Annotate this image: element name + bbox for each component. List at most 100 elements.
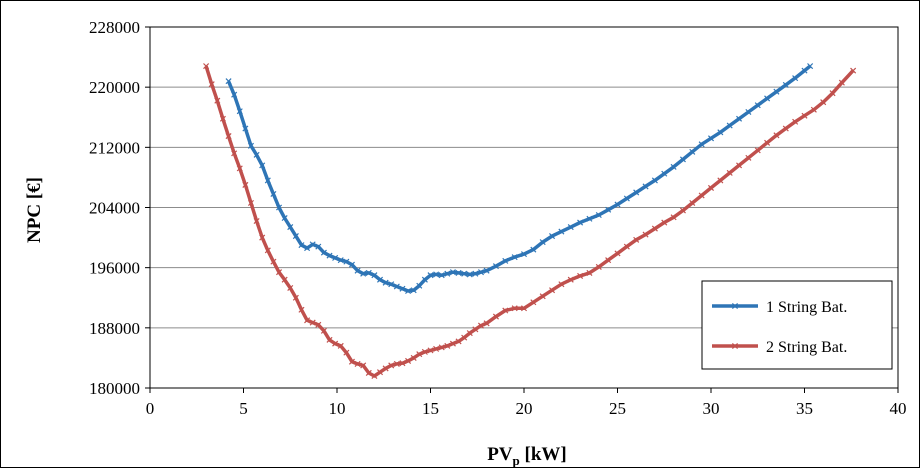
data-point-marker (298, 242, 305, 249)
data-point-marker (242, 181, 249, 188)
x-tick-label: 40 (890, 399, 907, 418)
data-point-marker (371, 372, 378, 379)
data-point-marker (354, 267, 361, 274)
y-tick-label: 212000 (89, 138, 140, 157)
y-tick-label: 188000 (89, 319, 140, 338)
data-point-marker (792, 118, 799, 125)
data-point-marker (337, 257, 344, 264)
data-point-marker (549, 287, 556, 294)
data-point-marker (530, 299, 537, 306)
series-layer (203, 63, 857, 379)
data-point-marker (332, 254, 339, 261)
data-point-marker (416, 282, 423, 289)
data-point-marker (461, 334, 468, 341)
data-point-marker (449, 269, 456, 276)
data-point-marker (433, 345, 440, 352)
data-point-marker (388, 281, 395, 288)
data-point-marker (492, 313, 499, 320)
data-point-marker (320, 327, 327, 334)
data-point-marker (472, 326, 479, 333)
data-point-marker (376, 369, 384, 376)
data-point-marker (466, 271, 473, 278)
data-point-marker (689, 148, 696, 155)
data-point-marker (595, 263, 602, 270)
data-point-marker (365, 269, 372, 276)
data-point-marker (287, 224, 294, 231)
data-point-marker (421, 276, 428, 283)
data-point-marker (472, 270, 479, 277)
data-point-marker (292, 294, 299, 301)
data-point-marker (399, 285, 406, 292)
data-point-marker (511, 254, 518, 261)
data-point-marker (208, 81, 215, 88)
data-point-marker (623, 243, 630, 250)
data-point-marker (586, 215, 593, 222)
data-point-marker (264, 247, 271, 254)
y-tick-label: 180000 (89, 379, 140, 398)
data-point-marker (745, 108, 752, 116)
x-axis-title-subscript: p (513, 453, 520, 468)
data-point-marker (315, 321, 322, 328)
data-point-marker (642, 183, 649, 190)
data-point-marker (661, 219, 668, 226)
data-point-marker (605, 206, 612, 213)
data-point-marker (309, 319, 316, 326)
x-tick-label: 35 (796, 399, 813, 418)
data-point-marker (661, 170, 668, 177)
data-point-marker (354, 360, 361, 367)
data-point-marker (689, 199, 696, 207)
data-point-marker (371, 272, 378, 279)
data-point-marker (511, 305, 518, 312)
data-point-marker (586, 269, 593, 276)
y-axis-ticks: 180000 188000 196000 204000 212000 220000 2280… (89, 18, 150, 398)
data-point-marker (754, 102, 761, 109)
data-point-marker (782, 81, 789, 88)
data-point-marker (455, 338, 462, 345)
data-point-marker (810, 106, 817, 113)
data-point-marker (421, 348, 428, 355)
data-point-marker (736, 115, 743, 122)
data-point-marker (801, 67, 808, 74)
data-point-marker (717, 129, 724, 136)
data-point-marker (270, 190, 277, 197)
data-point-marker (304, 245, 311, 252)
data-point-marker (405, 287, 412, 295)
series-line (226, 64, 812, 293)
data-point-marker (270, 258, 277, 265)
data-point-marker (679, 207, 686, 214)
data-point-marker (326, 336, 333, 343)
data-point-marker (315, 243, 322, 250)
data-point-marker (558, 281, 565, 288)
series-2 (203, 63, 857, 379)
data-point-marker (427, 272, 434, 279)
data-point-marker (449, 340, 456, 347)
data-point-marker (276, 269, 283, 276)
data-point-marker (605, 257, 612, 264)
data-point-marker (670, 163, 677, 170)
data-point-marker (595, 211, 602, 219)
x-tick-label: 5 (239, 399, 248, 418)
data-point-marker (633, 189, 640, 196)
legend-marker (731, 302, 739, 310)
legend-label: 1 String Bat. (766, 299, 847, 316)
data-point-marker (651, 225, 658, 232)
x-tick-label: 30 (703, 399, 720, 418)
data-point-marker (829, 90, 836, 97)
data-point-marker (850, 67, 857, 74)
data-point-marker (745, 154, 752, 161)
data-point-marker (343, 258, 350, 265)
data-point-marker (764, 95, 771, 102)
data-point-marker (633, 236, 640, 243)
data-point-marker (203, 63, 210, 70)
data-point-marker (259, 234, 266, 241)
data-point-marker (614, 201, 621, 208)
y-axis-title: NPC [€] (24, 177, 45, 243)
data-point-marker (438, 272, 445, 279)
data-point-marker (416, 351, 423, 358)
y-tick-label: 220000 (89, 78, 140, 97)
data-point-marker (236, 108, 243, 115)
data-point-marker (477, 322, 485, 329)
data-point-marker (539, 293, 546, 300)
data-point-marker (492, 263, 499, 270)
